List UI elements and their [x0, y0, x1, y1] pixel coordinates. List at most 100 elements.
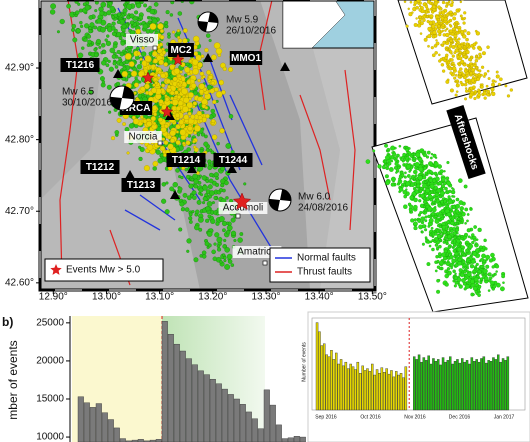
event-dot	[151, 87, 157, 94]
aftershock-dot	[416, 183, 421, 188]
event-date: 26/10/2016	[226, 26, 276, 37]
aftershock-dot	[433, 171, 438, 176]
event-dot	[193, 178, 199, 185]
aftershock-dot	[418, 199, 422, 203]
x-tick-label: 13.30°	[251, 292, 280, 303]
event-dot	[201, 175, 207, 181]
event-dot	[204, 47, 209, 53]
event-dot	[160, 126, 167, 133]
aftershock-dot	[422, 205, 426, 208]
event-dot	[120, 32, 125, 37]
x-tick-label: Jan 2017	[494, 414, 515, 420]
aftershock-dot	[385, 166, 390, 171]
aftershock-dot	[457, 28, 462, 32]
aftershock-dot	[491, 265, 495, 269]
aftershock-dot	[464, 207, 469, 212]
event-dot	[211, 54, 217, 61]
aftershock-dot	[499, 77, 503, 82]
aftershock-dot	[457, 217, 461, 221]
event-dot	[177, 186, 183, 192]
aftershock-dot	[468, 260, 471, 263]
aftershock-dot	[468, 78, 472, 82]
bar	[413, 356, 416, 411]
event-dot	[50, 3, 56, 10]
event-dot	[186, 101, 194, 109]
aftershock-dot	[466, 31, 471, 36]
event-dot	[187, 92, 194, 99]
aftershock-dot	[448, 10, 453, 15]
bar	[263, 389, 270, 442]
aftershock-dot	[441, 225, 446, 230]
aftershock-dot	[474, 242, 478, 246]
aftershock-dot	[453, 51, 457, 55]
event-dot	[128, 123, 135, 129]
aftershock-dot	[457, 283, 461, 287]
event-dot	[105, 40, 112, 47]
aftershock-dot	[436, 259, 440, 263]
aftershock-dot	[486, 45, 490, 49]
event-dot	[100, 1, 107, 8]
aftershock-dot	[443, 249, 448, 254]
event-dot	[112, 61, 117, 66]
town	[262, 260, 268, 266]
large-event	[160, 105, 174, 118]
event-dot	[93, 48, 97, 52]
event-dot	[185, 140, 191, 146]
event-dot	[173, 68, 180, 75]
event-dot	[128, 61, 135, 67]
event-dot	[88, 15, 94, 20]
station-label: T1213	[127, 180, 156, 191]
event-dot	[203, 141, 209, 147]
aftershock-dot	[400, 185, 404, 189]
aftershock-dot	[470, 253, 473, 257]
event-dot	[208, 178, 214, 184]
legend-box	[269, 247, 371, 283]
event-dot	[161, 182, 167, 187]
aftershock-dot	[454, 280, 459, 285]
aftershock-dot	[446, 2, 450, 6]
bar	[327, 356, 331, 411]
aftershock-dot	[444, 282, 449, 287]
event-dot	[204, 241, 210, 247]
aftershock-dot	[443, 170, 446, 173]
event-dot	[129, 13, 135, 19]
event-dot	[115, 81, 121, 87]
aftershock-dot	[478, 250, 481, 253]
aftershock-dot	[452, 66, 457, 71]
aftershock-dot	[407, 147, 411, 150]
event-dot	[99, 76, 105, 82]
event-dot	[199, 149, 204, 153]
event-dot	[220, 183, 225, 188]
event-dot	[120, 41, 126, 46]
event-dot	[177, 95, 182, 100]
event-dot	[223, 238, 227, 243]
event-dot	[213, 242, 217, 246]
aftershock-dot	[475, 55, 478, 58]
aftershock-dot	[457, 257, 462, 262]
event-dot	[126, 3, 133, 10]
aftershock-dot	[480, 257, 484, 262]
aftershock-dot	[446, 181, 452, 186]
event-dot	[126, 151, 130, 155]
aftershock-dot	[433, 161, 439, 167]
station	[170, 190, 180, 199]
event-dot	[206, 231, 213, 237]
event-dot	[143, 165, 150, 172]
aftershock-dot	[377, 164, 382, 169]
event-dot	[152, 121, 157, 126]
bar	[439, 364, 442, 411]
event-dot	[163, 62, 169, 67]
event-dot	[138, 70, 145, 78]
event-dot	[145, 29, 151, 34]
aftershock-dot	[487, 77, 491, 81]
bar	[215, 383, 222, 442]
aftershock-dot	[458, 200, 464, 205]
event-dot	[185, 62, 190, 67]
bar	[257, 428, 264, 442]
aftershock-dot	[419, 210, 423, 215]
event-dot	[113, 28, 118, 33]
bar	[383, 372, 386, 411]
event-dot	[106, 10, 112, 16]
event-dot	[93, 25, 98, 30]
aftershock-dot	[403, 204, 408, 209]
